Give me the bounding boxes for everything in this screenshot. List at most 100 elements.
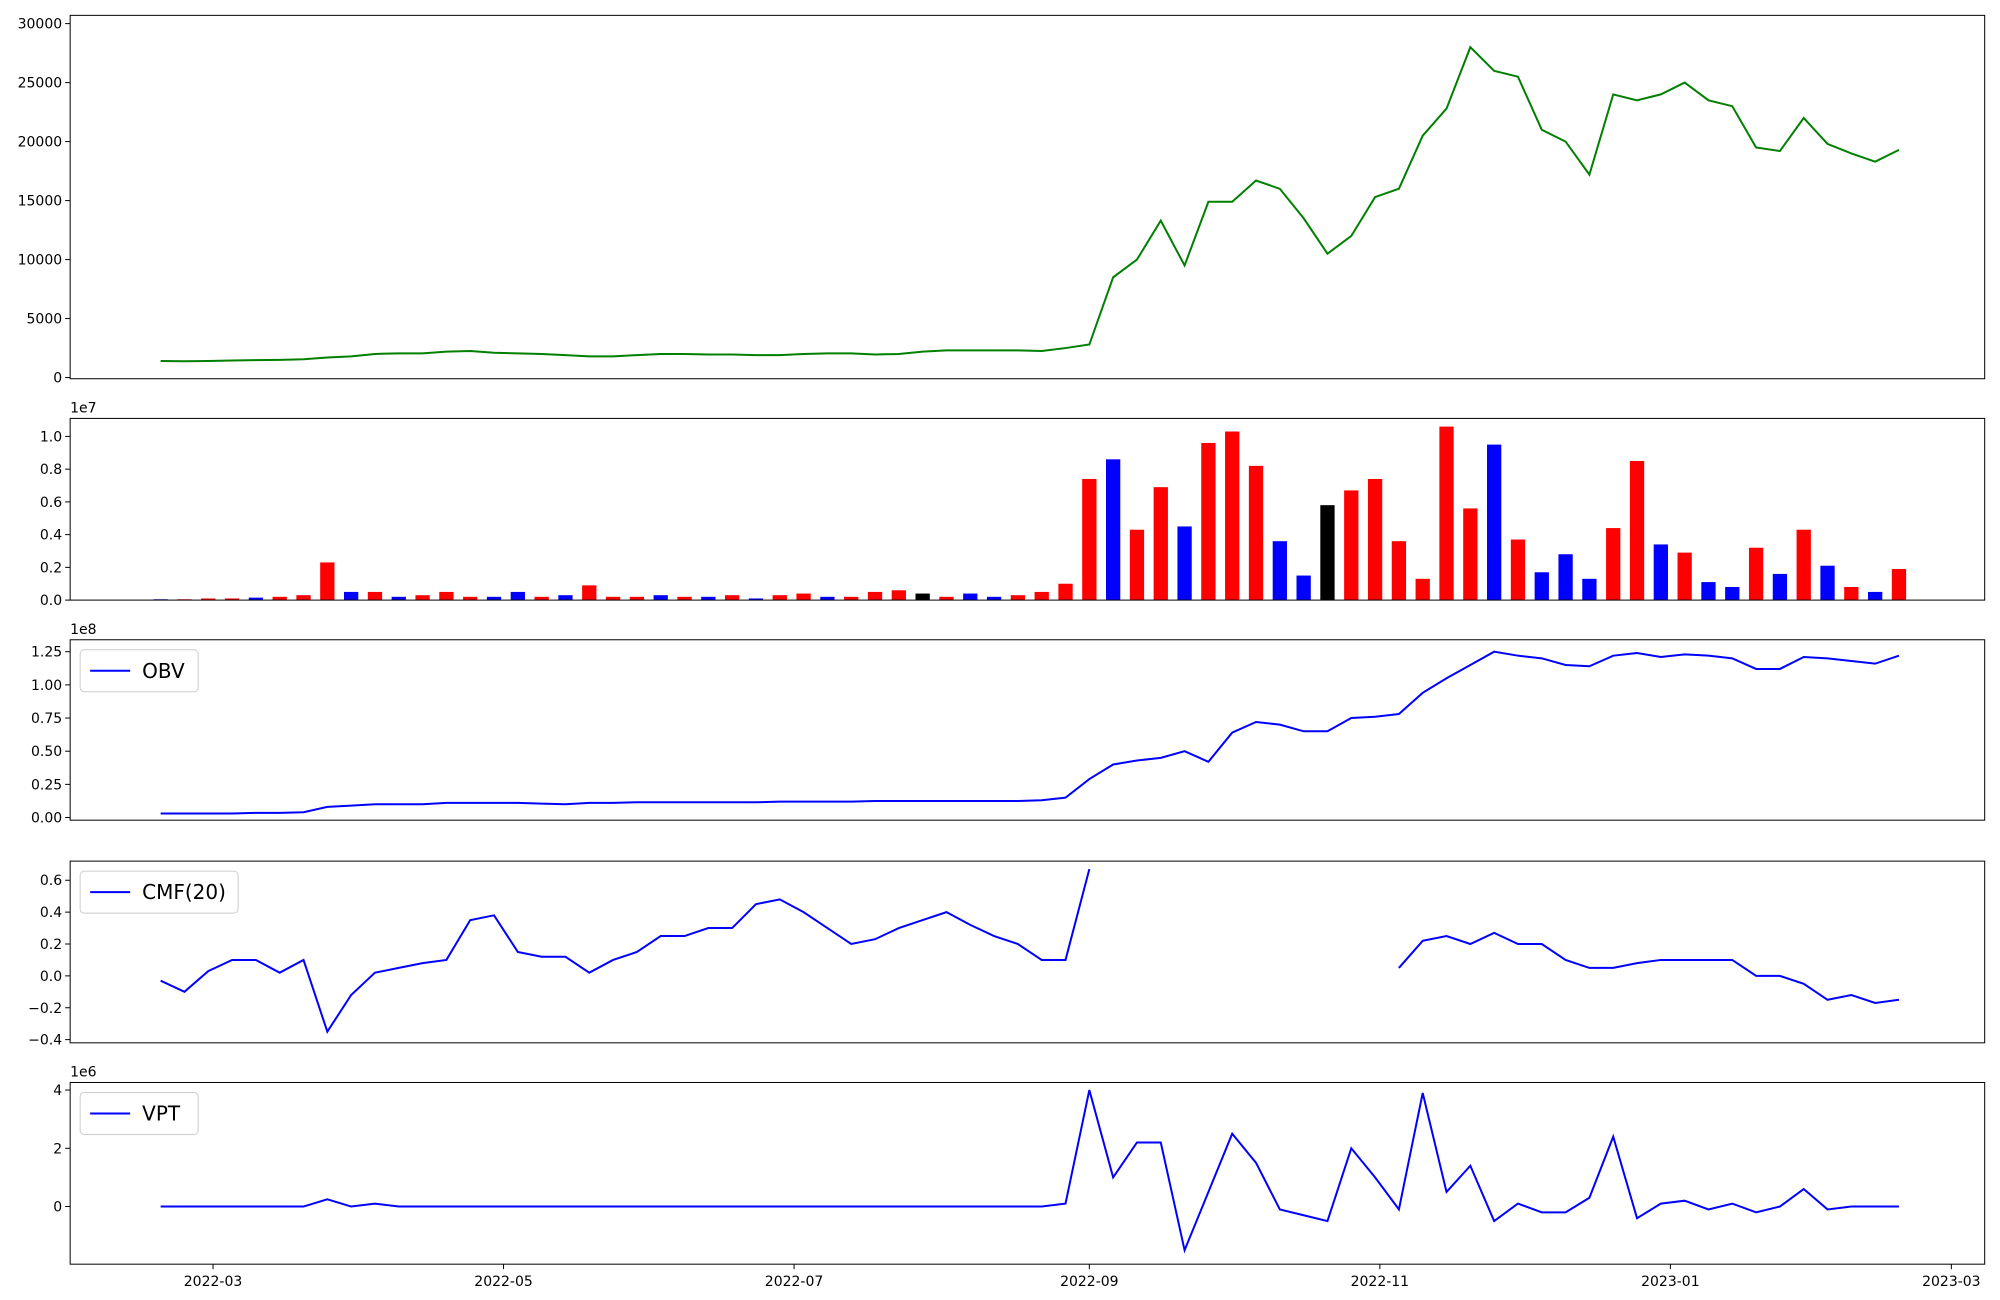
bar — [1891, 568, 1907, 601]
x-tick-label: 2023-01 — [1641, 1274, 1700, 1290]
bar — [558, 595, 573, 601]
bar — [1629, 460, 1645, 601]
bar — [1272, 541, 1287, 601]
y-tick-label: 0.0 — [40, 969, 62, 985]
bar — [1129, 529, 1145, 601]
bar — [439, 591, 454, 601]
bar — [796, 593, 811, 601]
axes-frame — [69, 14, 1986, 380]
bar — [1153, 487, 1168, 601]
y-tick-label: 0.4 — [40, 905, 62, 921]
y-tick-label: −0.2 — [28, 1001, 62, 1017]
bar — [201, 598, 216, 601]
bar — [1010, 595, 1026, 601]
y-tick-label: 1.0 — [40, 429, 62, 445]
bar — [391, 596, 406, 601]
y-tick-label: 1.25 — [31, 645, 62, 661]
legend-label: CMF(20) — [142, 880, 226, 904]
bar — [582, 585, 597, 601]
bar — [1510, 539, 1526, 601]
x-tick-label: 2022-11 — [1351, 1274, 1410, 1290]
y-tick-label: 0.6 — [40, 873, 62, 889]
axes-frame — [69, 639, 1986, 821]
x-tick-label: 2022-07 — [765, 1274, 824, 1290]
bar — [248, 597, 264, 601]
bar — [510, 591, 525, 601]
bar — [653, 595, 668, 601]
bar — [1534, 572, 1549, 601]
axes-frame — [69, 417, 1986, 601]
bar — [343, 591, 359, 601]
y-tick-label: 0.25 — [31, 777, 62, 793]
legend-label: OBV — [142, 659, 185, 683]
bar — [296, 595, 311, 601]
bar — [1487, 444, 1502, 601]
y-tick-label: 15000 — [18, 194, 63, 210]
bar — [677, 596, 692, 601]
bar — [1034, 591, 1049, 601]
legend-box — [79, 649, 199, 693]
bar — [701, 596, 716, 601]
y-tick-label: −0.4 — [28, 1033, 62, 1049]
y-tick-label: 0.4 — [40, 528, 62, 544]
y-scale-label: 1e8 — [70, 622, 96, 638]
bar — [939, 596, 954, 601]
legend-box — [79, 870, 239, 914]
bar — [1082, 478, 1097, 601]
bar — [1844, 587, 1859, 601]
bar — [463, 596, 478, 601]
y-tick-label: 25000 — [18, 76, 63, 92]
legend-label: VPT — [142, 1101, 181, 1125]
bar — [629, 596, 645, 601]
x-tick-label: 2022-03 — [184, 1274, 243, 1290]
line-series — [160, 1089, 1899, 1254]
bar — [486, 596, 502, 601]
y-tick-label: 10000 — [18, 253, 63, 269]
bar — [320, 562, 335, 601]
bar — [272, 596, 287, 601]
bar — [1772, 573, 1788, 601]
bar — [1558, 554, 1573, 601]
y-tick-label: 5000 — [27, 312, 63, 328]
y-tick-label: 2 — [53, 1141, 62, 1157]
y-tick-label: 0.75 — [31, 711, 62, 727]
bar — [1796, 529, 1811, 601]
bar — [1320, 505, 1335, 601]
bar — [1344, 490, 1359, 601]
y-tick-label: 0.6 — [40, 495, 62, 511]
bar — [1106, 459, 1121, 601]
bar — [963, 593, 978, 601]
x-tick-label: 2022-05 — [474, 1274, 533, 1290]
bar — [915, 593, 930, 601]
line-series — [160, 45, 1900, 363]
y-tick-label: 0.50 — [31, 744, 62, 760]
bar — [1296, 575, 1311, 601]
y-tick-label: 4 — [53, 1083, 62, 1099]
y-tick-label: 0.2 — [40, 560, 62, 576]
y-tick-label: 0 — [53, 371, 62, 387]
bar — [367, 591, 383, 601]
y-tick-label: 0.2 — [40, 937, 62, 953]
bar — [986, 596, 1002, 601]
bar — [1367, 478, 1383, 601]
bar — [1582, 578, 1597, 601]
bar — [1391, 541, 1407, 601]
x-tick-label: 2023-03 — [1922, 1274, 1981, 1290]
bar — [1463, 508, 1478, 601]
bar — [748, 598, 764, 601]
bar — [1653, 544, 1668, 601]
bar — [1177, 526, 1192, 601]
y-tick-label: 1.00 — [31, 678, 62, 694]
bar — [1606, 528, 1621, 601]
y-scale-label: 1e6 — [70, 1064, 97, 1080]
bar — [1820, 565, 1835, 601]
y-tick-label: 20000 — [18, 135, 63, 151]
bar — [534, 596, 549, 601]
bar — [1225, 431, 1240, 601]
bar — [725, 595, 740, 601]
bar — [1439, 426, 1454, 601]
x-tick-label: 2022-09 — [1060, 1274, 1119, 1290]
bar — [891, 590, 906, 601]
bar — [1415, 578, 1430, 601]
